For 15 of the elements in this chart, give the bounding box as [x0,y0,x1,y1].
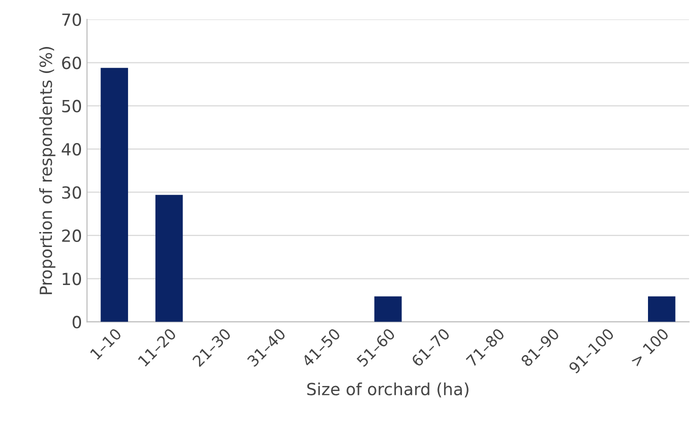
y-tick-label: 20 [62,229,82,242]
y-tick-label: 70 [62,13,82,26]
y-tick-label: 30 [62,186,82,199]
y-tick-label: 60 [62,56,82,70]
bar [648,296,676,322]
y-tick-label: 40 [62,143,82,156]
x-axis-title: Size of orchard (ha) [307,382,468,398]
y-tick-label: 0 [72,316,82,328]
x-tick-label: > 100 [630,328,670,368]
y-axis-title: Proportion of respondents (%) [39,46,56,294]
bar [100,68,128,322]
bar [374,296,402,322]
y-tick-label: 50 [62,100,82,112]
bar [155,194,183,322]
y-tick-label: 10 [62,272,82,286]
